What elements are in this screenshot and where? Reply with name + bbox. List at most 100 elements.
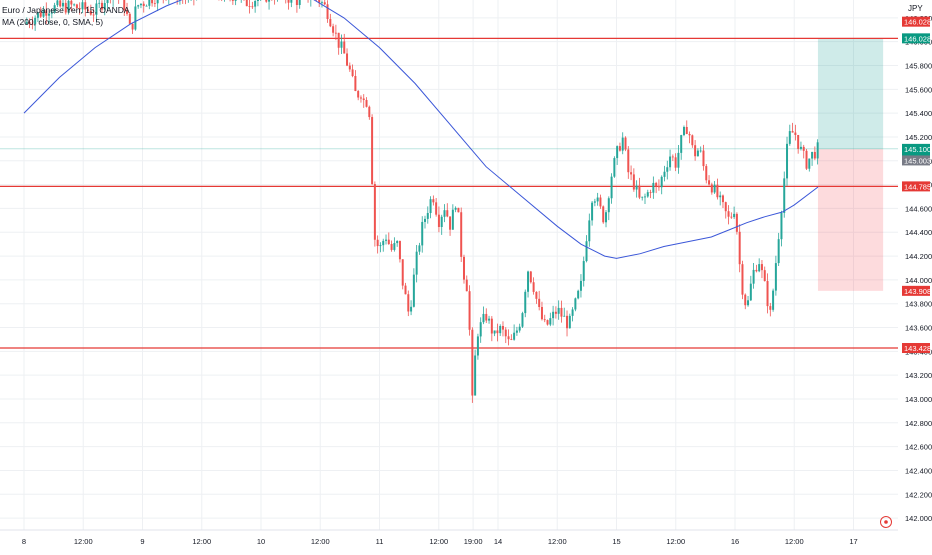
time-tick-label: 8 bbox=[22, 537, 26, 546]
candle-body bbox=[134, 6, 137, 30]
long-position-profit-zone[interactable] bbox=[817, 38, 884, 149]
price-label: 144.785 bbox=[904, 182, 931, 191]
candle-body bbox=[577, 290, 580, 299]
candle-body bbox=[585, 241, 588, 262]
candle-body bbox=[357, 91, 360, 98]
candle-body bbox=[744, 294, 747, 306]
candle-body bbox=[337, 32, 340, 48]
candle-body bbox=[568, 315, 571, 329]
candle-body bbox=[426, 213, 429, 219]
candle-body bbox=[254, 1, 257, 7]
candle-body bbox=[691, 135, 694, 146]
candle-body bbox=[446, 210, 449, 217]
candle-body bbox=[802, 146, 805, 151]
sma-200-line[interactable] bbox=[23, 0, 819, 259]
symbol-title[interactable]: Euro / Japanese Yen, 15, OANDA bbox=[2, 5, 130, 15]
candle-body bbox=[287, 0, 290, 3]
candle-body bbox=[435, 202, 438, 215]
candle-body bbox=[571, 309, 574, 316]
candle-body bbox=[84, 2, 87, 10]
candle-body bbox=[780, 212, 783, 240]
candle-body bbox=[524, 291, 527, 314]
candle-body bbox=[148, 0, 151, 6]
candle-body bbox=[373, 184, 376, 240]
candle-body bbox=[70, 0, 73, 5]
long-position-loss-zone[interactable] bbox=[817, 148, 884, 291]
candle-body bbox=[504, 329, 507, 337]
candle-body bbox=[265, 0, 268, 2]
candle-body bbox=[496, 330, 499, 334]
candle-body bbox=[493, 330, 496, 334]
candle-body bbox=[151, 0, 154, 4]
candle-body bbox=[638, 185, 641, 198]
candle-body bbox=[145, 5, 148, 7]
candle-body bbox=[251, 6, 254, 8]
candle-body bbox=[710, 184, 713, 193]
candle-body bbox=[468, 291, 471, 330]
candle-body bbox=[153, 3, 156, 5]
candle-body bbox=[624, 137, 627, 150]
price-tick-label: 143.600 bbox=[905, 324, 932, 333]
candle-body bbox=[346, 53, 349, 66]
candle-body bbox=[772, 290, 775, 310]
candle-body bbox=[234, 0, 237, 1]
candle-body bbox=[295, 0, 298, 6]
candle-body bbox=[682, 126, 685, 136]
candle-body bbox=[646, 192, 649, 197]
candle-body bbox=[298, 0, 301, 6]
time-tick-label: 10 bbox=[257, 537, 265, 546]
candle-body bbox=[75, 4, 78, 9]
candle-body bbox=[738, 231, 741, 265]
candle-body bbox=[588, 220, 591, 242]
candle-body bbox=[752, 269, 755, 284]
candle-body bbox=[490, 318, 493, 334]
time-tick-label: 12:00 bbox=[548, 537, 567, 546]
price-scale[interactable] bbox=[898, 0, 932, 550]
candle-body bbox=[535, 291, 538, 299]
candle-body bbox=[591, 202, 594, 221]
candle-body bbox=[716, 184, 719, 198]
candle-body bbox=[758, 264, 761, 272]
candle-body bbox=[696, 150, 699, 157]
candle-body bbox=[529, 271, 532, 283]
candle-body bbox=[318, 0, 321, 3]
candle-body bbox=[747, 300, 750, 306]
candle-body bbox=[499, 326, 502, 334]
candle-body bbox=[730, 216, 733, 218]
candle-body bbox=[630, 172, 633, 175]
scale-settings-button[interactable] bbox=[880, 516, 892, 528]
candle-body bbox=[340, 41, 343, 48]
candle-body bbox=[415, 251, 418, 275]
candle-body bbox=[733, 213, 736, 218]
candle-body bbox=[479, 322, 482, 337]
candle-body bbox=[657, 185, 660, 188]
price-label-box bbox=[902, 285, 930, 296]
candle-body bbox=[376, 239, 379, 247]
candle-body bbox=[123, 0, 126, 11]
candle-body bbox=[641, 196, 644, 198]
candle-body bbox=[552, 311, 555, 319]
candle-body bbox=[532, 282, 535, 292]
candle-body bbox=[602, 206, 605, 223]
time-tick-label: 12:00 bbox=[785, 537, 804, 546]
candle-body bbox=[811, 151, 814, 159]
candle-body bbox=[749, 283, 752, 301]
candle-body bbox=[719, 195, 722, 198]
candle-body bbox=[39, 12, 42, 17]
candle-body bbox=[457, 207, 460, 213]
candle-body bbox=[404, 285, 407, 295]
price-tick-label: 143.000 bbox=[905, 395, 932, 404]
candle-body bbox=[67, 0, 70, 13]
time-tick-label: 11 bbox=[376, 537, 384, 546]
candle-body bbox=[538, 298, 541, 308]
candle-body bbox=[231, 0, 234, 1]
candle-body bbox=[401, 259, 404, 286]
candle-body bbox=[724, 202, 727, 212]
candle-body bbox=[593, 201, 596, 203]
indicator-title[interactable]: MA (200, close, 0, SMA, 5) bbox=[2, 17, 104, 27]
candle-body bbox=[45, 10, 48, 16]
candle-body bbox=[290, 0, 293, 3]
candle-body bbox=[362, 98, 365, 101]
